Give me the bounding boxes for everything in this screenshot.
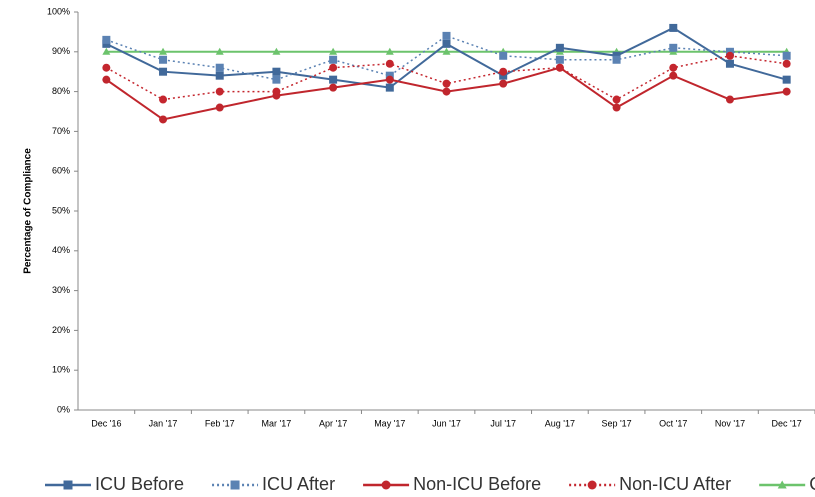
legend-label: Goal (809, 474, 815, 494)
marker (442, 87, 451, 96)
y-tick-label: 30% (52, 285, 70, 295)
marker (669, 23, 678, 32)
marker (329, 75, 338, 84)
y-tick-label: 40% (52, 245, 70, 255)
marker (612, 103, 621, 112)
x-tick-label: Jul '17 (490, 418, 516, 428)
x-tick-label: Nov '17 (715, 418, 745, 428)
marker (102, 63, 111, 72)
marker (725, 95, 734, 104)
marker (782, 51, 791, 60)
marker (102, 47, 111, 55)
marker (385, 59, 394, 68)
marker (329, 55, 338, 64)
marker (385, 47, 394, 55)
marker (612, 95, 621, 104)
marker (215, 87, 224, 96)
marker (272, 87, 281, 96)
legend-label: ICU After (262, 474, 335, 494)
marker (587, 480, 597, 490)
marker (555, 55, 564, 64)
marker (499, 67, 508, 76)
y-tick-label: 10% (52, 365, 70, 375)
marker (272, 75, 281, 84)
marker (555, 43, 564, 52)
marker (499, 51, 508, 60)
marker (555, 63, 564, 72)
marker (329, 83, 338, 92)
x-tick-label: Sep '17 (601, 418, 631, 428)
x-tick-label: Jun '17 (432, 418, 461, 428)
marker (215, 47, 224, 55)
marker (612, 55, 621, 64)
y-axis-label: Percentage of Compliance (23, 148, 34, 274)
marker (63, 480, 73, 490)
marker (230, 480, 240, 490)
marker (329, 63, 338, 72)
marker (159, 67, 168, 76)
legend-label: Non-ICU After (619, 474, 731, 494)
marker (159, 47, 168, 55)
legend-label: ICU Before (95, 474, 184, 494)
marker (669, 71, 678, 80)
x-tick-label: Apr '17 (319, 418, 347, 428)
legend-label: Non-ICU Before (413, 474, 541, 494)
marker (329, 47, 338, 55)
marker (782, 75, 791, 84)
x-tick-label: Oct '17 (659, 418, 687, 428)
x-tick-label: Dec '17 (772, 418, 802, 428)
marker (442, 79, 451, 88)
marker (215, 103, 224, 112)
marker (499, 79, 508, 88)
marker (777, 480, 787, 489)
x-tick-label: Aug '17 (545, 418, 575, 428)
x-tick-label: Jan '17 (149, 418, 178, 428)
marker (102, 75, 111, 84)
y-tick-label: 70% (52, 126, 70, 136)
y-tick-label: 20% (52, 325, 70, 335)
y-tick-label: 60% (52, 166, 70, 176)
marker (215, 71, 224, 80)
marker (102, 35, 111, 44)
y-tick-label: 80% (52, 86, 70, 96)
marker (782, 87, 791, 96)
marker (782, 59, 791, 68)
marker (669, 43, 678, 52)
marker (381, 480, 391, 490)
x-tick-label: Mar '17 (262, 418, 292, 428)
y-tick-label: 100% (47, 6, 70, 16)
x-tick-label: Feb '17 (205, 418, 235, 428)
marker (442, 39, 451, 48)
y-tick-label: 90% (52, 46, 70, 56)
marker (385, 83, 394, 92)
marker (159, 115, 168, 124)
marker (725, 59, 734, 68)
marker (159, 55, 168, 64)
marker (442, 47, 451, 55)
y-tick-label: 50% (52, 205, 70, 215)
x-tick-label: Dec '16 (91, 418, 121, 428)
marker (669, 63, 678, 72)
marker (385, 75, 394, 84)
legend: ICU Before ICU After Non-ICU Before Non-ICU… (45, 474, 815, 494)
marker (272, 47, 281, 55)
y-tick-label: 0% (57, 404, 70, 414)
marker (272, 67, 281, 76)
marker (159, 95, 168, 104)
marker (725, 51, 734, 60)
x-tick-label: May '17 (374, 418, 405, 428)
marker (215, 63, 224, 72)
marker (442, 31, 451, 40)
